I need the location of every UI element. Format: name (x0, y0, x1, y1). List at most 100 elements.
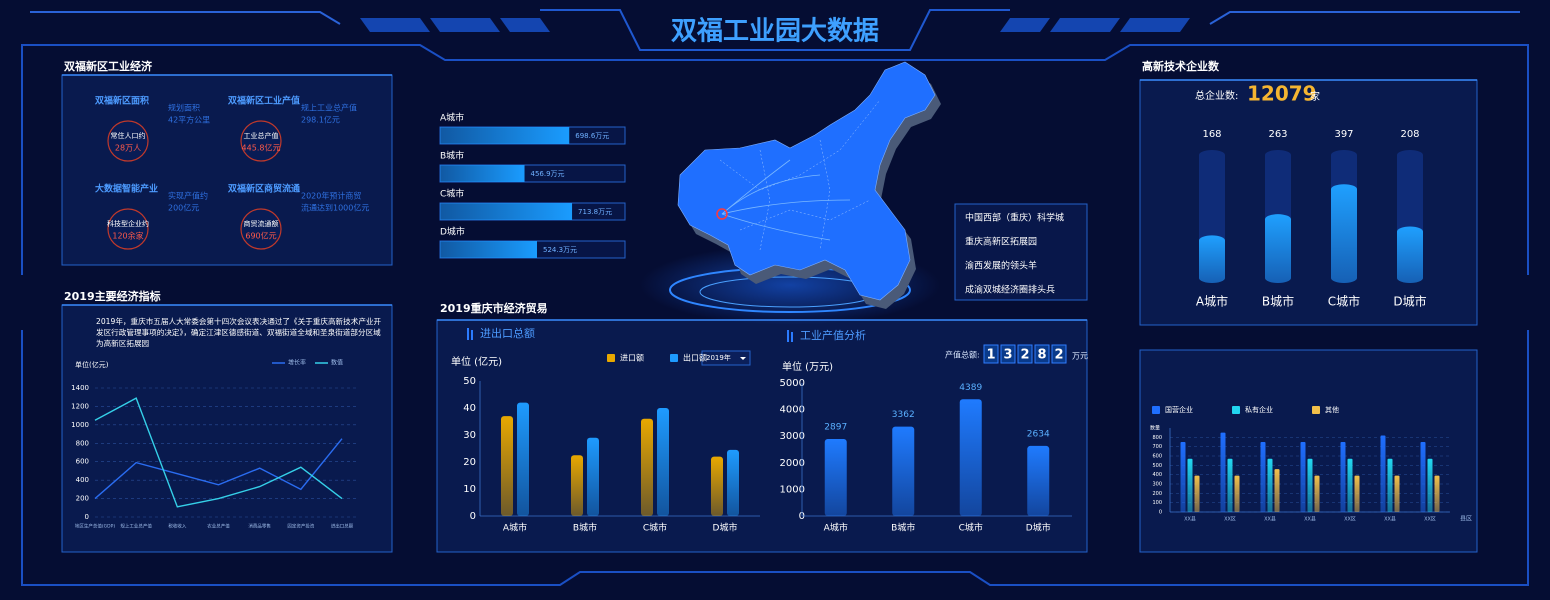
label: 渝西发展的领头羊 (965, 260, 1037, 272)
bar (1180, 442, 1186, 512)
legend-swatch (1312, 406, 1320, 414)
ring (107, 208, 149, 250)
label: 600 (1152, 454, 1162, 460)
dropdown (701, 350, 751, 366)
label: 单位(亿元) (75, 360, 109, 369)
label: B城市 (573, 522, 597, 534)
bar (1354, 475, 1360, 512)
label: 出口额 (683, 353, 707, 363)
bar (1227, 458, 1233, 512)
bar (1300, 442, 1306, 512)
label: 中国西部（重庆）科学城 (965, 212, 1064, 224)
bar (440, 241, 537, 258)
label: B城市 (1262, 294, 1294, 309)
label: XX区 (1344, 517, 1356, 523)
bar (1427, 458, 1433, 512)
label: 2000 (780, 458, 805, 469)
label: 工业总产值 (244, 131, 279, 140)
label: 数量 (1150, 425, 1160, 432)
map-routes (721, 159, 851, 241)
panel-title: 2019重庆市经济贸易 (440, 301, 548, 315)
label: 增长率 (288, 359, 306, 367)
label: 成渝双城经济圈排头兵 (965, 284, 1055, 296)
bar (1187, 458, 1193, 512)
label: 445.8亿元 (242, 143, 281, 153)
label: 500 (1152, 463, 1162, 469)
label: XX区 (1424, 517, 1436, 523)
label: 双福新区面积 (95, 95, 149, 107)
legend-swatch (1232, 406, 1240, 414)
label: A城市 (1196, 294, 1228, 309)
label: XX县 (1264, 517, 1276, 523)
label: A城市 (440, 112, 464, 124)
label: 2020年预计商贸 (301, 191, 361, 201)
label: 流通达到1000亿元 (301, 203, 369, 213)
label: A城市 (824, 522, 848, 534)
label: 固定资产投资 (287, 523, 314, 530)
label: 100 (1152, 500, 1162, 506)
label: 698.6万元 (575, 132, 609, 140)
label: 524.3万元 (543, 246, 577, 254)
total-value: 13282 (986, 348, 1063, 363)
label: 200亿元 (168, 203, 199, 213)
label: 发区行政管理事项的决定》，确定江津区德感街道、双福街道全域和圣泉街道部分区域 (96, 327, 381, 337)
bar (1260, 442, 1266, 512)
bar (1434, 475, 1440, 512)
label: 2897 (824, 422, 847, 432)
bar (1420, 442, 1426, 512)
total-label: 总企业数: (1195, 89, 1238, 102)
frame (21, 9, 1529, 586)
bar (587, 437, 599, 516)
label: 2634 (1027, 429, 1050, 439)
label: 263 (1268, 129, 1287, 140)
label: 200 (76, 495, 89, 503)
label: A城市 (503, 522, 527, 534)
bar (824, 438, 847, 516)
label: D城市 (1393, 294, 1426, 309)
bar (1347, 458, 1353, 512)
header-deco (360, 18, 1190, 32)
panel-title: 高新技术企业数 (1142, 59, 1220, 73)
ring (240, 208, 282, 250)
cylinder (1199, 235, 1225, 283)
label: 400 (1152, 472, 1162, 478)
panel-title: 双福新区工业经济 (64, 59, 153, 73)
label: 进出口总额 (480, 326, 535, 340)
label: 4389 (959, 383, 982, 393)
bar (1380, 435, 1386, 512)
label: 456.9万元 (531, 170, 565, 178)
bar (1394, 475, 1400, 512)
ring (240, 120, 282, 162)
map-tag-box (954, 203, 1088, 301)
label: 0 (1159, 510, 1162, 516)
bar (1340, 442, 1346, 512)
label: 双福新区工业产值 (228, 95, 300, 107)
bar (1027, 445, 1050, 516)
label: C城市 (959, 522, 983, 534)
label: 1000 (71, 421, 89, 429)
label: 为高新区拓展园 (96, 338, 149, 348)
label: 规划面积 (168, 103, 200, 113)
digit-boxes (983, 344, 1067, 364)
label: 800 (1152, 435, 1162, 441)
sub-title-icons (467, 328, 793, 342)
panel-title: 2019主要经济指标 (64, 289, 161, 303)
label: 298.1亿元 (301, 115, 340, 125)
label: 0 (85, 513, 89, 521)
label: 私有企业 (1245, 405, 1273, 414)
label: 1400 (71, 384, 89, 392)
label: 0 (799, 511, 805, 522)
line-series (94, 397, 343, 508)
bar (1387, 458, 1393, 512)
label: D城市 (713, 522, 738, 534)
label: 工业产值分析 (800, 328, 866, 342)
cylinder (1397, 226, 1423, 283)
map-districts (719, 99, 881, 251)
label: 农业总产值 (207, 523, 230, 530)
label: 进出口总额 (331, 523, 354, 530)
dropdown-arrow (740, 357, 746, 360)
label: 1200 (71, 402, 89, 410)
label: 0 (470, 511, 476, 522)
label: 208 (1400, 129, 1419, 140)
